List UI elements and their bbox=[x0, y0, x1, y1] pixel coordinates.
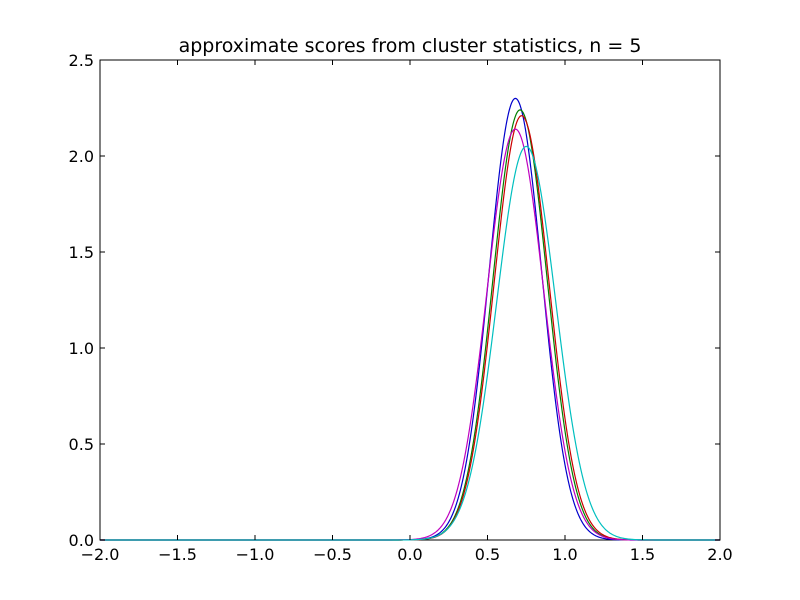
plot-frame bbox=[99, 59, 721, 541]
x-tick-label: 0.0 bbox=[397, 545, 422, 564]
x-tick-label: 2.0 bbox=[707, 545, 732, 564]
y-tick-label: 1.5 bbox=[69, 243, 94, 262]
y-tick-label: 2.5 bbox=[69, 51, 94, 70]
y-axis: 0.0 0.5 1.0 1.5 2.0 2.5 bbox=[69, 51, 720, 550]
x-tick-label: 1.5 bbox=[630, 545, 655, 564]
y-tick-label: 0.0 bbox=[69, 531, 94, 550]
y-tick-label: 2.0 bbox=[69, 147, 94, 166]
x-tick-label: −0.5 bbox=[313, 545, 352, 564]
x-tick-label: −2.0 bbox=[81, 545, 120, 564]
x-tick-label: −1.0 bbox=[236, 545, 275, 564]
x-tick-label: 0.5 bbox=[475, 545, 500, 564]
x-axis: −2.0 −1.5 −1.0 −0.5 0.0 0.5 1.0 1.5 2.0 bbox=[81, 60, 733, 564]
x-tick-label: −1.5 bbox=[158, 545, 197, 564]
chart-title: approximate scores from cluster statisti… bbox=[179, 35, 642, 57]
y-tick-label: 1.0 bbox=[69, 339, 94, 358]
x-tick-label: 1.0 bbox=[552, 545, 577, 564]
y-tick-label: 0.5 bbox=[69, 435, 94, 454]
